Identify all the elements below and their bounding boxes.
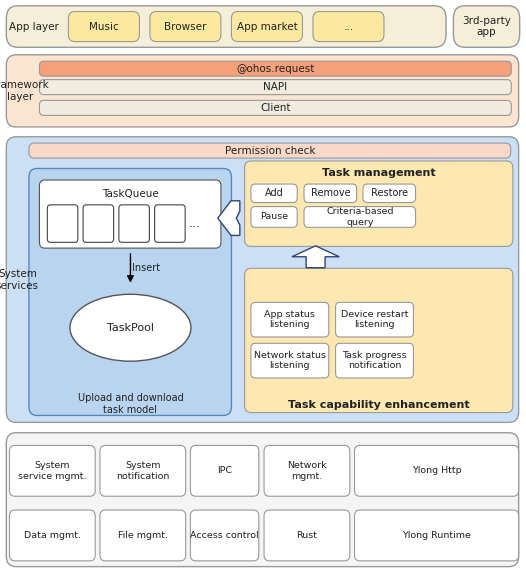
FancyBboxPatch shape xyxy=(9,510,95,561)
FancyBboxPatch shape xyxy=(29,143,511,158)
Text: Ylong Runtime: Ylong Runtime xyxy=(402,531,471,540)
Text: App market: App market xyxy=(237,21,297,32)
FancyBboxPatch shape xyxy=(6,55,519,127)
Text: Access control: Access control xyxy=(190,531,259,540)
FancyBboxPatch shape xyxy=(9,445,95,496)
FancyBboxPatch shape xyxy=(251,184,297,203)
FancyBboxPatch shape xyxy=(453,6,520,47)
FancyBboxPatch shape xyxy=(231,12,302,42)
Text: Task progress
notification: Task progress notification xyxy=(342,351,407,370)
FancyBboxPatch shape xyxy=(190,445,259,496)
Text: App layer: App layer xyxy=(9,21,59,32)
Text: Browser: Browser xyxy=(164,21,207,32)
Text: Data mgmt.: Data mgmt. xyxy=(24,531,81,540)
FancyBboxPatch shape xyxy=(155,205,185,242)
FancyBboxPatch shape xyxy=(29,168,231,415)
FancyBboxPatch shape xyxy=(245,161,513,246)
Text: TaskQueue: TaskQueue xyxy=(102,189,159,199)
FancyBboxPatch shape xyxy=(251,302,329,337)
FancyBboxPatch shape xyxy=(39,100,511,115)
Text: Framework
layer: Framework layer xyxy=(0,80,49,102)
FancyBboxPatch shape xyxy=(355,445,519,496)
FancyBboxPatch shape xyxy=(304,184,357,203)
FancyBboxPatch shape xyxy=(39,61,511,76)
Text: Ylong Http: Ylong Http xyxy=(412,466,461,475)
FancyBboxPatch shape xyxy=(150,12,221,42)
FancyBboxPatch shape xyxy=(83,205,114,242)
Text: App status
listening: App status listening xyxy=(265,310,315,329)
FancyBboxPatch shape xyxy=(190,510,259,561)
FancyBboxPatch shape xyxy=(363,184,416,203)
Text: System
notification: System notification xyxy=(116,461,169,481)
Ellipse shape xyxy=(70,294,191,361)
Text: @ohos.request: @ohos.request xyxy=(236,63,315,74)
Text: Restore: Restore xyxy=(371,188,408,198)
Text: System
services: System services xyxy=(0,269,39,291)
Text: Upload and download
task model: Upload and download task model xyxy=(77,393,184,415)
Text: Network
mgmt.: Network mgmt. xyxy=(287,461,327,481)
FancyBboxPatch shape xyxy=(336,343,413,378)
Text: Insert: Insert xyxy=(132,263,160,273)
Text: Rust: Rust xyxy=(297,531,317,540)
FancyBboxPatch shape xyxy=(6,433,519,567)
FancyBboxPatch shape xyxy=(47,205,78,242)
Text: NAPI: NAPI xyxy=(264,82,287,92)
FancyBboxPatch shape xyxy=(355,510,519,561)
Text: Task management: Task management xyxy=(322,168,436,178)
Text: Criteria-based
query: Criteria-based query xyxy=(326,207,393,227)
Text: System
service mgmt.: System service mgmt. xyxy=(18,461,87,481)
FancyBboxPatch shape xyxy=(119,205,149,242)
Text: Add: Add xyxy=(265,188,284,198)
FancyBboxPatch shape xyxy=(313,12,384,42)
FancyBboxPatch shape xyxy=(251,207,297,227)
FancyBboxPatch shape xyxy=(251,343,329,378)
FancyBboxPatch shape xyxy=(336,302,413,337)
FancyBboxPatch shape xyxy=(100,510,186,561)
FancyBboxPatch shape xyxy=(264,510,350,561)
Polygon shape xyxy=(292,246,339,268)
FancyBboxPatch shape xyxy=(6,6,446,47)
Text: ...: ... xyxy=(343,21,353,32)
FancyBboxPatch shape xyxy=(68,12,139,42)
FancyBboxPatch shape xyxy=(245,268,513,413)
Text: IPC: IPC xyxy=(217,466,232,475)
Text: TaskPool: TaskPool xyxy=(107,323,154,333)
FancyBboxPatch shape xyxy=(100,445,186,496)
Text: 3rd-party
app: 3rd-party app xyxy=(462,16,511,38)
Polygon shape xyxy=(218,201,240,235)
Text: Task capability enhancement: Task capability enhancement xyxy=(288,400,470,410)
Text: Network status
listening: Network status listening xyxy=(254,351,326,370)
Text: File mgmt.: File mgmt. xyxy=(118,531,168,540)
Text: ...: ... xyxy=(189,218,200,230)
Text: Client: Client xyxy=(260,103,290,113)
FancyBboxPatch shape xyxy=(304,207,416,227)
FancyBboxPatch shape xyxy=(39,80,511,95)
FancyBboxPatch shape xyxy=(6,137,519,422)
Text: Permission check: Permission check xyxy=(225,145,315,156)
Text: Device restart
listening: Device restart listening xyxy=(341,310,408,329)
Text: Remove: Remove xyxy=(310,188,350,198)
FancyBboxPatch shape xyxy=(39,180,221,248)
Text: Music: Music xyxy=(89,21,119,32)
FancyBboxPatch shape xyxy=(264,445,350,496)
Text: Pause: Pause xyxy=(260,212,288,222)
